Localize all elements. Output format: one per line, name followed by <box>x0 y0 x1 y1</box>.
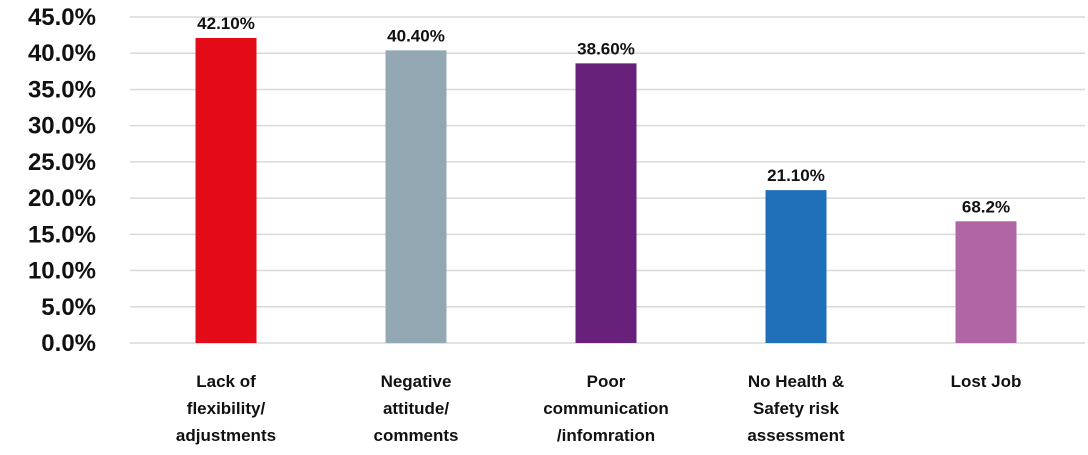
x-tick-label: Negative attitude/comments <box>373 372 458 445</box>
bars <box>195 38 1017 344</box>
bar <box>575 63 637 344</box>
y-tick-label: 0.0% <box>41 330 96 357</box>
bar <box>955 221 1017 343</box>
data-label: 38.60% <box>577 39 635 58</box>
y-tick-label: 20.0% <box>28 185 96 212</box>
x-axis-category-labels: Lack of flexibility/adjustments Negative at… <box>176 372 1021 445</box>
data-label: 68.2% <box>962 197 1010 216</box>
x-tick-label: No Health & Safety risk assessment <box>747 372 845 445</box>
x-tick-label: Lack of flexibility/adjustments <box>176 372 276 445</box>
data-label: 40.40% <box>387 26 445 45</box>
y-axis-tick-labels: 0.0% 5.0% 10.0% 15.0% 20.0% 25.0% 30.0% 35.0% 40… <box>28 4 96 357</box>
x-tick-label: Poor communication/infomration <box>543 372 669 445</box>
y-tick-label: 15.0% <box>28 221 96 248</box>
data-label: 21.10% <box>767 166 825 185</box>
y-tick-label: 45.0% <box>28 4 96 31</box>
y-tick-label: 25.0% <box>28 149 96 176</box>
x-tick-label: Lost Job <box>951 372 1022 391</box>
y-tick-label: 30.0% <box>28 113 96 140</box>
data-label: 42.10% <box>197 14 255 33</box>
y-tick-label: 35.0% <box>28 76 96 103</box>
y-tick-label: 10.0% <box>28 258 96 285</box>
y-tick-label: 5.0% <box>41 294 96 321</box>
bar <box>765 190 827 343</box>
data-labels: 42.10% 40.40% 38.60% 21.10% 68.2% <box>197 14 1010 216</box>
bar <box>195 38 257 344</box>
bar <box>385 50 447 344</box>
y-tick-label: 40.0% <box>28 40 96 67</box>
